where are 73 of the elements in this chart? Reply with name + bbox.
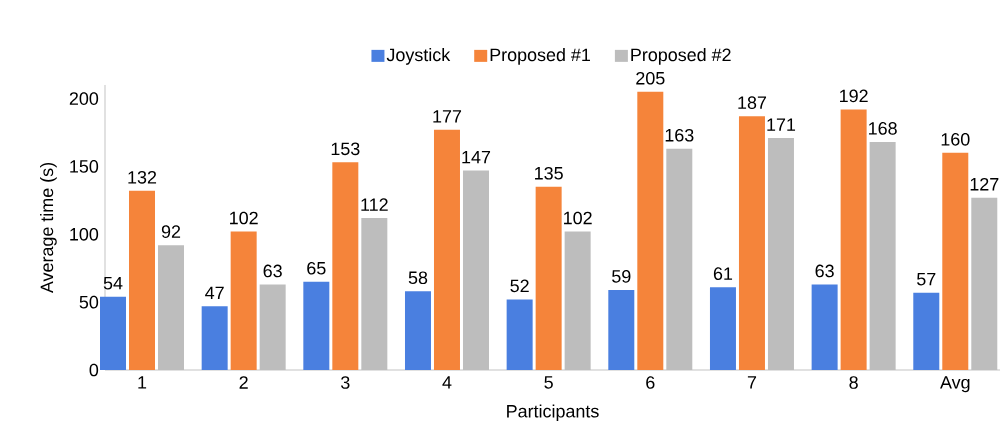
- data-label: 112: [361, 198, 388, 211]
- data-label: 187: [738, 96, 767, 110]
- bar: [608, 289, 635, 370]
- bar: [564, 231, 591, 370]
- data-label: 102: [564, 211, 592, 225]
- data-label: 47: [205, 286, 224, 300]
- x-axis-title: Participants: [507, 404, 599, 422]
- bar: [303, 281, 330, 370]
- x-tick-label: 8: [849, 376, 858, 389]
- y-tick-label: 150: [70, 160, 99, 173]
- bar: [971, 197, 998, 370]
- bar: [840, 109, 867, 370]
- bar: [869, 142, 896, 370]
- bar: [332, 162, 359, 370]
- x-tick-label: 1: [138, 376, 147, 389]
- data-label: 58: [408, 271, 428, 285]
- bar: [201, 306, 228, 370]
- bar: [506, 299, 533, 370]
- bar: [535, 186, 562, 370]
- legend-label: Proposed #1: [490, 48, 590, 65]
- x-tick-label: 7: [747, 376, 757, 389]
- bar: [811, 284, 838, 370]
- bar: [433, 129, 460, 370]
- y-tick-label: 100: [70, 227, 99, 241]
- legend-label: Joystick: [386, 48, 451, 65]
- data-label: 92: [161, 225, 181, 238]
- data-label: 102: [230, 211, 258, 225]
- data-label: 57: [917, 272, 936, 286]
- x-tick-label: 2: [239, 376, 248, 389]
- data-label: 61: [713, 267, 733, 281]
- x-tick-label: 6: [646, 376, 655, 389]
- bar: [738, 116, 765, 370]
- data-label: 205: [636, 71, 665, 85]
- bar: [637, 91, 664, 370]
- x-tick-label: 4: [442, 376, 452, 389]
- x-tick-label: Avg: [940, 376, 970, 393]
- data-label: 65: [307, 261, 326, 275]
- y-axis-title: Average time (s): [40, 163, 57, 294]
- data-label: 171: [767, 118, 796, 131]
- x-tick-label: 3: [341, 376, 350, 389]
- data-label: 168: [869, 122, 897, 135]
- y-tick-label: 0: [89, 363, 99, 377]
- bar: [129, 190, 155, 370]
- bar: [462, 170, 489, 370]
- bar: [767, 137, 794, 370]
- bar: [666, 148, 693, 370]
- x-tick-label: 5: [544, 376, 553, 389]
- data-label: 153: [331, 142, 360, 156]
- bar: [913, 292, 940, 370]
- bar: [259, 284, 286, 370]
- bar: [158, 245, 184, 370]
- bar: [404, 291, 431, 370]
- data-label: 192: [840, 89, 868, 103]
- data-label: 52: [510, 279, 529, 293]
- data-label: 59: [612, 270, 631, 283]
- data-label: 63: [263, 264, 282, 278]
- bar: [230, 231, 257, 370]
- data-label: 132: [128, 170, 157, 184]
- bar: [100, 296, 126, 370]
- data-label: 163: [665, 128, 694, 142]
- bar: [361, 218, 388, 370]
- data-label: 135: [535, 166, 563, 180]
- y-tick-label: 200: [69, 92, 99, 105]
- data-label: 54: [103, 277, 123, 290]
- data-label: 63: [815, 264, 834, 278]
- data-label: 147: [462, 150, 491, 164]
- legend-label: Proposed #2: [631, 48, 731, 65]
- data-label: 127: [970, 177, 999, 191]
- bar: [709, 287, 736, 370]
- data-label: 160: [941, 132, 970, 146]
- y-tick-label: 50: [79, 295, 99, 309]
- data-label: 177: [433, 110, 462, 123]
- bar: [942, 152, 969, 370]
